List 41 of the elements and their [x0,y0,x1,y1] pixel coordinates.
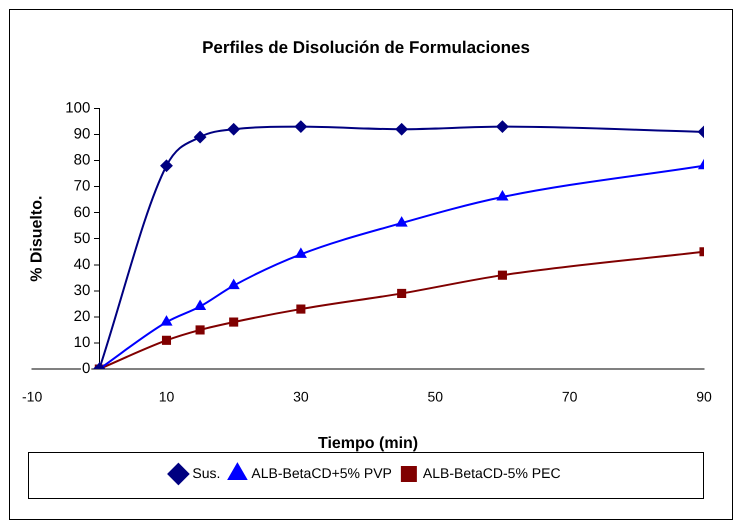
legend-label: Sus. [192,464,220,481]
legend-label: ALB-BetaCD+5% PVP [251,464,392,481]
point [161,316,172,326]
y-tick-label: 60 [74,204,90,221]
y-tick-label: 30 [74,282,90,299]
x-tick-label: 90 [696,388,712,404]
legend-label: ALB-BetaCD-5% PEC [422,464,561,481]
point [194,131,206,144]
y-tick-label: 90 [74,126,90,143]
chart-title: Perfiles de Disolución de Formulaciones [202,38,530,57]
y-axis-title: % Disuelto. [28,196,46,282]
point [196,325,205,334]
point [497,191,508,201]
point [496,120,508,133]
y-tick-label: 0 [82,360,90,378]
point [498,270,507,280]
y-tick-label: 100 [65,100,90,117]
x-tick-label: -10 [22,388,42,404]
point [294,120,307,133]
y-tick-label: 20 [74,308,90,326]
x-axis-title: Tiempo (min) [318,434,418,452]
point [296,248,306,258]
point [228,280,240,290]
point [160,160,172,172]
y-tick-label: 40 [74,256,90,273]
y-tick-label: 50 [74,230,90,247]
x-tick-label: 10 [158,388,174,404]
x-tick-label: 30 [293,388,309,404]
point [397,288,406,298]
point [162,336,172,345]
y-tick-label: 70 [74,178,90,195]
x-tick-label: 70 [562,388,578,404]
point [194,300,206,310]
x-tick-label: 50 [427,388,444,404]
point [296,304,306,314]
y-tick-label: 80 [74,152,90,169]
point [229,318,238,327]
point [396,217,407,227]
point [228,123,240,136]
point [396,123,408,136]
y-tick-label: 10 [74,334,90,352]
